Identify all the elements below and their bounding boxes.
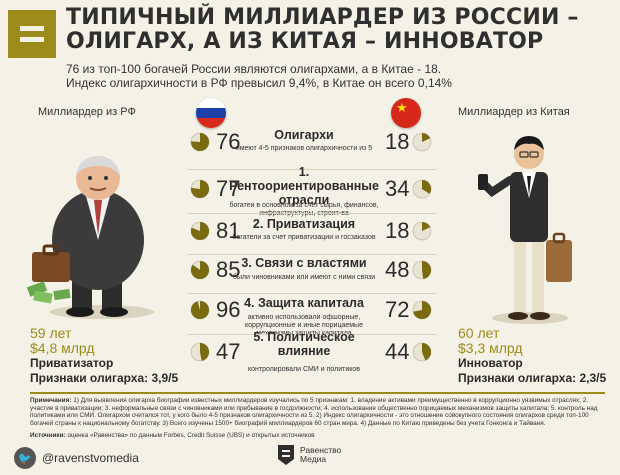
- cn-value-4: 72: [385, 297, 410, 322]
- criterion-desc-1: богатеи в основном за счет сырья, финанс…: [229, 202, 379, 217]
- criterion-title-0: Олигархи: [274, 128, 334, 142]
- criterion-title-2: 2. Приватизация: [252, 217, 356, 231]
- sources-text: Источники: оценка «Равенства» по данным …: [30, 432, 605, 440]
- row-divider-4: [188, 334, 436, 335]
- right-age: 60 лет: [458, 325, 500, 341]
- criterion-desc-0: имеют 4-5 признаков олигархичности из 5: [235, 145, 373, 152]
- russia-flag-icon: [196, 98, 226, 128]
- ru-value-0: 76: [216, 129, 241, 154]
- chinese-billionaire-illustration: [478, 136, 572, 324]
- cn-pie-2: [412, 221, 432, 241]
- row-divider-2: [188, 254, 436, 255]
- row-divider-3: [188, 293, 436, 294]
- right-role: Инноватор: [458, 356, 523, 370]
- ru-value-3: 85: [216, 257, 241, 282]
- cn-value-0: 18: [385, 129, 410, 154]
- right-side-label: Миллиардер из Китая: [458, 106, 570, 118]
- criterion-desc-4: активно использовали офшорные, коррупцио…: [245, 314, 363, 337]
- cn-pie-3: [412, 260, 432, 280]
- ru-pie-1: [190, 179, 210, 199]
- ru-pie-0: [190, 132, 210, 152]
- left-billionaire-stats: 59 лет $4,8 млрд Приватизатор Признаки о…: [30, 326, 178, 386]
- cn-pie-5: [412, 342, 432, 362]
- brand-logo: [8, 10, 56, 58]
- china-flag-icon: ★: [391, 98, 421, 128]
- twitter-icon: 🐦: [14, 447, 36, 469]
- ru-value-1: 77: [216, 176, 241, 201]
- ravenstvo-logo-icon: [278, 445, 294, 465]
- row-divider-1: [188, 213, 436, 214]
- criterion-desc-3: были чиновниками или имеют с ними связи: [232, 274, 376, 281]
- ru-value-4: 96: [216, 297, 241, 322]
- notes-section: Примечания: 1) Для выявления олигарха би…: [30, 392, 605, 440]
- row-divider-0: [188, 169, 436, 170]
- ru-value-2: 81: [216, 218, 241, 243]
- right-wealth: $3,3 млрд: [458, 340, 523, 356]
- brand-line-1: Равенство: [300, 445, 342, 455]
- right-billionaire-stats: 60 лет $3,3 млрд Инноватор Признаки олиг…: [458, 326, 606, 386]
- criterion-desc-5: контролировали СМИ и политиков: [247, 366, 361, 373]
- notes-body: 1) Для выявления олигарха биографии изве…: [30, 397, 598, 427]
- criterion-desc-2: богатели за счет приватизации и госзаказ…: [232, 234, 376, 241]
- ru-pie-5: [190, 342, 210, 362]
- cn-value-5: 44: [385, 339, 410, 364]
- ru-pie-4: [190, 300, 210, 320]
- cn-value-2: 18: [385, 218, 410, 243]
- left-role: Приватизатор: [30, 356, 114, 370]
- cn-pie-1: [412, 179, 432, 199]
- russian-billionaire-illustration: [26, 156, 154, 319]
- cn-pie-0: [412, 132, 432, 152]
- criterion-title-5: 5. Политическое влияние: [253, 330, 355, 358]
- criterion-title-4: 4. Защита капитала: [244, 296, 364, 310]
- subtitle-line-2: Индекс олигархичности в РФ превысил 9,4%…: [66, 76, 452, 90]
- cn-value-1: 34: [385, 176, 410, 201]
- criterion-title-3: 3. Связи с властями: [241, 256, 367, 270]
- page-title: ТИПИЧНЫЙ МИЛЛИАРДЕР ИЗ РОССИИ – ОЛИГАРХ,…: [66, 5, 579, 54]
- subtitle-line-1: 76 из топ-100 богачей России являются ол…: [66, 62, 442, 76]
- ru-value-5: 47: [216, 339, 241, 364]
- right-oligarch-signs: Признаки олигарха: 2,3/5: [458, 371, 607, 385]
- notes-text: Примечания: 1) Для выявления олигарха би…: [30, 397, 605, 427]
- ru-pie-3: [190, 260, 210, 280]
- criteria-comparison: 76 18 Олигархи имеют 4-5 признаков олигархи…: [188, 128, 436, 373]
- page-subtitle: 76 из топ-100 богачей России являются ол…: [66, 62, 606, 90]
- left-wealth: $4,8 млрд: [30, 340, 95, 356]
- cn-value-3: 48: [385, 257, 410, 282]
- cn-pie-4: [412, 300, 432, 320]
- left-age: 59 лет: [30, 325, 72, 341]
- left-oligarch-signs: Признаки олигарха: 3,9/5: [30, 371, 179, 385]
- ru-pie-2: [190, 221, 210, 241]
- criterion-title-1: 1. Рентоориентированные отрасли: [229, 165, 379, 207]
- left-side-label: Миллиардер из РФ: [38, 106, 136, 118]
- social-handle[interactable]: 🐦 @ravenstvomedia: [14, 447, 139, 469]
- sources-label: Источники:: [30, 432, 66, 440]
- sources-body: оценка «Равенства» по данным Forbes, Cre…: [67, 432, 315, 440]
- brand-line-2: Медиа: [300, 454, 327, 464]
- social-handle-text: @ravenstvomedia: [42, 451, 139, 465]
- notes-label: Примечания:: [30, 397, 72, 404]
- brand-footer: Равенство Медиа: [276, 443, 341, 467]
